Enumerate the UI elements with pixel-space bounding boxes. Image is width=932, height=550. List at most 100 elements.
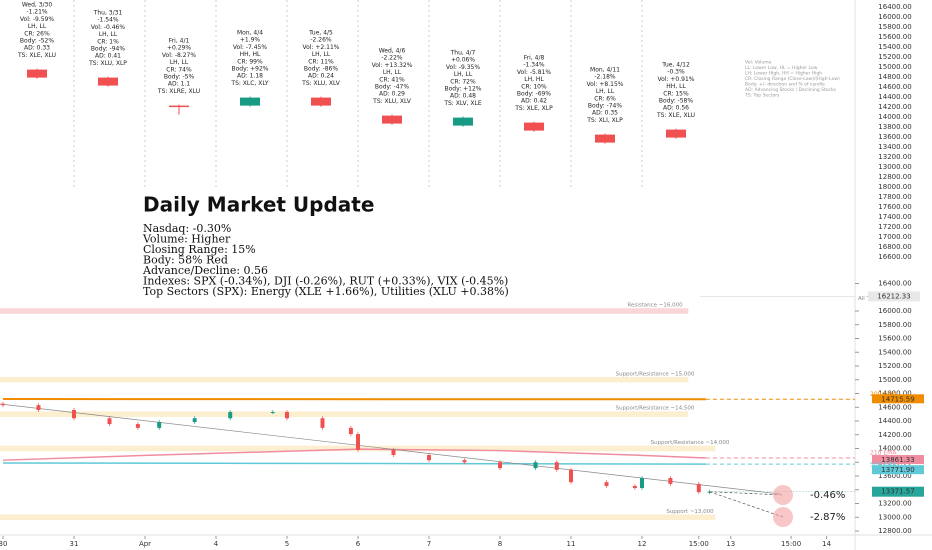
card-line: Tue, 4/5: [308, 30, 333, 37]
ma-value: 14715.59: [881, 395, 914, 403]
upper-axis-label: 16800.00: [878, 243, 911, 251]
candle-body: [192, 418, 197, 423]
mini-candle: [453, 117, 473, 126]
x-tick-label: 31: [70, 540, 79, 548]
candle-body: [135, 424, 140, 428]
x-tick-label: 15:00: [689, 540, 709, 548]
card-line: TS: XLV, XLE: [443, 100, 482, 107]
upper-axis-label: 18000.00: [878, 183, 911, 191]
card-line: -1.34%: [523, 62, 545, 69]
y-tick-label: 14000.00: [878, 445, 911, 453]
candle-body: [668, 478, 673, 484]
card-line: -2.18%: [594, 74, 616, 81]
x-tick-label: 4: [214, 540, 219, 548]
level-band: [0, 411, 689, 417]
mini-candle: [98, 77, 118, 86]
candle-body: [157, 422, 162, 428]
y-tick-label: 15400.00: [878, 348, 911, 356]
candle-body: [36, 405, 41, 410]
mini-candle: [524, 122, 544, 131]
card-line: AD: 0.29: [379, 91, 405, 98]
card-line: -2.22%: [381, 55, 403, 62]
card-line: TS: XLRE, XLU: [157, 88, 200, 95]
legend-note: Vol: Volume: [745, 60, 772, 66]
y-tick-label: 15000.00: [878, 376, 911, 384]
ath-tag: [868, 291, 920, 302]
candle-body: [696, 483, 701, 493]
card-line: Body: -74%: [588, 103, 622, 110]
card-line: LH, HL: [524, 76, 544, 83]
candle-body: [533, 462, 538, 469]
mini-candle: [311, 97, 331, 106]
upper-axis-label: 16400.00: [878, 3, 911, 11]
card-line: +1.9%: [240, 37, 261, 44]
x-tick-label: 8: [498, 540, 502, 548]
legend-note: Body: +/- direction and % of candle: [745, 82, 825, 88]
card-line: LH, LL: [170, 59, 189, 66]
card-line: Vol: -7.45%: [233, 44, 267, 51]
card-line: CR: 74%: [166, 66, 192, 73]
projection-label: -2.87%: [810, 512, 845, 523]
upper-axis-label: 15800.00: [878, 23, 911, 31]
trendline: [0, 403, 781, 495]
card-line: CR: 6%: [594, 95, 616, 102]
ma-tag: [872, 394, 924, 404]
card-line: AD: 0.35: [592, 110, 618, 117]
level-label: Support/Resistance ~14,000: [651, 440, 730, 446]
card-line: TS: XLU, XLV: [301, 80, 341, 87]
summary-line: Closing Range: 15%: [143, 243, 256, 256]
mini-candle: [27, 69, 47, 78]
card-line: CR: 11%: [308, 58, 334, 65]
x-tick-label: 6: [356, 540, 361, 548]
upper-axis-label: 14000.00: [878, 113, 911, 121]
ma-value: 13861.33: [881, 456, 914, 464]
card-line: AD: 0.42: [521, 98, 547, 105]
candle-body: [427, 455, 431, 461]
card-line: Body: +12%: [444, 86, 481, 93]
card-line: Thu, 4/7: [450, 50, 476, 57]
candle-body: [554, 462, 559, 470]
card-line: TS: XLE, XLU: [17, 52, 56, 59]
card-line: CR: 1%: [97, 38, 119, 45]
projection-line: [709, 491, 784, 496]
card-line: CR: 26%: [24, 30, 50, 37]
mini-candle: [595, 134, 615, 143]
card-line: Body: -86%: [304, 66, 338, 73]
card-line: LH, LL: [383, 69, 402, 76]
candle-body: [391, 449, 396, 456]
x-tick-label: 14: [822, 540, 831, 548]
ma-name: 21d EMA: [870, 450, 897, 457]
level-label: Support ~13,000: [666, 509, 714, 515]
x-tick-label: 7: [427, 540, 431, 548]
level-band: [0, 376, 689, 383]
candle-body: [569, 469, 573, 483]
card-line: TS: XLU, XLP: [88, 60, 127, 67]
y-tick-label: 13000.00: [878, 513, 911, 521]
card-line: Vol: -0.46%: [91, 24, 125, 31]
x-tick-label: 30: [0, 540, 7, 548]
summary-line: Top Sectors (SPX): Energy (XLE +1.66%), …: [143, 285, 509, 298]
y-tick-label: 13600.00: [878, 472, 911, 480]
card-line: Body: -52%: [20, 38, 54, 45]
candle-body: [462, 460, 467, 463]
card-line: -1.54%: [97, 17, 119, 24]
legend-note: CR: Closing Range (Close-Low)/(High-Low): [745, 76, 840, 82]
card-line: HH, LL: [666, 83, 686, 90]
upper-axis-label: 12800.00: [878, 173, 911, 181]
ma-tag: [872, 465, 924, 475]
y-tick-label: 14800.00: [878, 390, 911, 398]
ath-value: 16212.33: [877, 292, 910, 300]
card-line: AD: 1.18: [237, 73, 263, 80]
legend-note: LH: Lower High, HH = Higher High: [745, 71, 822, 77]
card-line: -0.3%: [667, 69, 685, 76]
card-line: AD: 0.41: [95, 53, 121, 60]
card-line: Vol: +8.15%: [587, 81, 624, 88]
card-line: +0.06%: [451, 57, 475, 64]
card-line: Mon, 4/4: [237, 30, 263, 37]
y-tick-label: 16000.00: [878, 307, 911, 315]
card-line: Body: -69%: [517, 91, 551, 98]
y-tick-label: 13200.00: [878, 500, 911, 508]
upper-axis-label: 15200.00: [878, 53, 911, 61]
level-label: Support/Resistance ~14,500: [616, 406, 695, 412]
summary-line: Indexes: SPX (-0.34%), DJI (-0.26%), RUT…: [143, 275, 508, 288]
